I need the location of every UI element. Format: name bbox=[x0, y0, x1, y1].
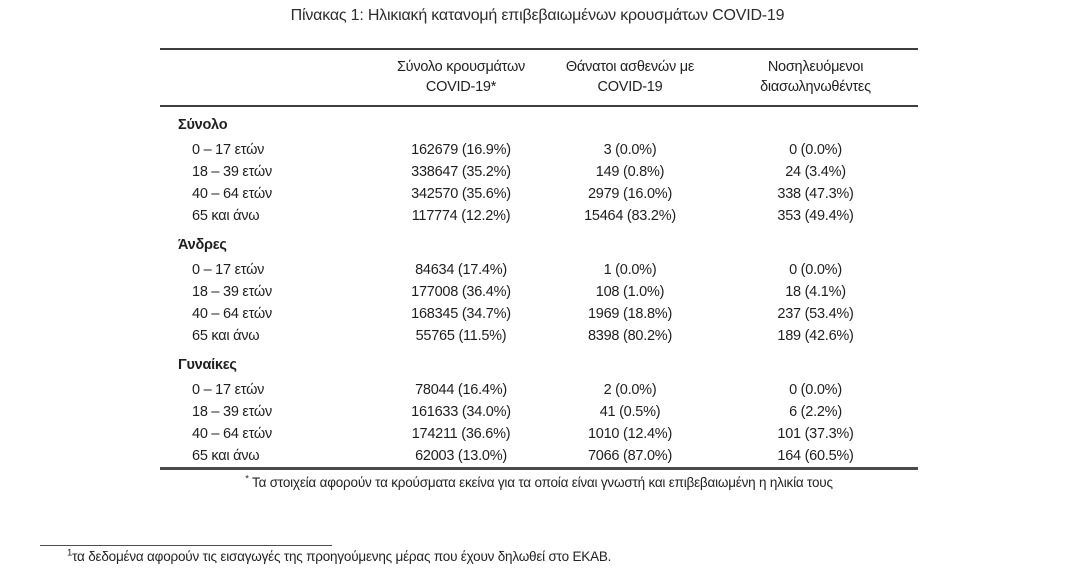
table-row: 65 και άνω 117774 (12.2%) 15464 (83.2%) … bbox=[160, 205, 918, 227]
table-header-row: Σύνολο κρουσμάτων COVID-19* Θάνατοι ασθε… bbox=[160, 50, 918, 107]
deaths-cell: 2979 (16.0%) bbox=[587, 186, 673, 202]
table-row: 40 – 64 ετών 168345 (34.7%) 1969 (18.8%)… bbox=[160, 303, 918, 325]
page-footnote-marker: 1 bbox=[67, 547, 73, 559]
deaths-cell: 1 (0.0%) bbox=[603, 262, 657, 278]
section-row-men: Άνδρες bbox=[160, 227, 918, 259]
header-total-cases-line1: Σύνολο κρουσμάτων bbox=[396, 59, 526, 75]
cases-cell: 177008 (36.4%) bbox=[411, 284, 511, 300]
page-footnote-body: τα δεδομένα αφορούν τις εισαγωγές της πρ… bbox=[72, 549, 612, 564]
intubated-cell: 6 (2.2%) bbox=[789, 404, 842, 420]
table-row: 40 – 64 ετών 342570 (35.6%) 2979 (16.0%)… bbox=[160, 183, 918, 205]
page-footnote: 1τα δεδομένα αφορούν τις εισαγωγές της π… bbox=[40, 545, 611, 564]
header-intubated-line2: διασωληνωθέντες bbox=[760, 79, 871, 95]
cases-cell: 342570 (35.6%) bbox=[411, 186, 511, 202]
intubated-cell: 353 (49.4%) bbox=[777, 208, 854, 224]
deaths-cell: 108 (1.0%) bbox=[595, 284, 665, 300]
age-group-label: 40 – 64 ετών bbox=[192, 186, 272, 202]
cases-cell: 84634 (17.4%) bbox=[415, 262, 507, 278]
intubated-cell: 18 (4.1%) bbox=[785, 284, 846, 300]
intubated-cell: 101 (37.3%) bbox=[777, 426, 854, 442]
deaths-cell: 1969 (18.8%) bbox=[587, 306, 673, 322]
intubated-cell: 338 (47.3%) bbox=[777, 186, 854, 202]
cases-cell: 55765 (11.5%) bbox=[415, 328, 507, 344]
cases-cell: 338647 (35.2%) bbox=[411, 164, 511, 180]
age-group-label: 18 – 39 ετών bbox=[192, 164, 272, 180]
cases-cell: 62003 (13.0%) bbox=[415, 448, 507, 464]
intubated-cell: 0 (0.0%) bbox=[789, 382, 842, 398]
table-row: 18 – 39 ετών 338647 (35.2%) 149 (0.8%) 2… bbox=[160, 161, 918, 183]
table-row: 0 – 17 ετών 78044 (16.4%) 2 (0.0%) 0 (0.… bbox=[160, 379, 918, 401]
table-row: 40 – 64 ετών 174211 (36.6%) 1010 (12.4%)… bbox=[160, 423, 918, 445]
intubated-cell: 164 (60.5%) bbox=[777, 448, 854, 464]
section-row-women: Γυναίκες bbox=[160, 347, 918, 379]
table-footnote: * Τα στοιχεία αφορούν τα κρούσματα εκείν… bbox=[160, 473, 918, 490]
table-row: 18 – 39 ετών 177008 (36.4%) 108 (1.0%) 1… bbox=[160, 281, 918, 303]
cases-cell: 161633 (34.0%) bbox=[411, 404, 511, 420]
age-group-label: 18 – 39 ετών bbox=[192, 404, 272, 420]
table-row: 65 και άνω 62003 (13.0%) 7066 (87.0%) 16… bbox=[160, 445, 918, 467]
intubated-cell: 189 (42.6%) bbox=[777, 328, 854, 344]
age-group-label: 40 – 64 ετών bbox=[192, 306, 272, 322]
header-deaths-line2: COVID-19 bbox=[597, 79, 663, 95]
deaths-cell: 7066 (87.0%) bbox=[587, 448, 673, 464]
age-group-label: 40 – 64 ετών bbox=[192, 426, 272, 442]
covid-age-table-wrap: Σύνολο κρουσμάτων COVID-19* Θάνατοι ασθε… bbox=[160, 48, 918, 490]
cases-cell: 78044 (16.4%) bbox=[415, 382, 507, 398]
header-spacer bbox=[160, 57, 375, 97]
section-row-total: Σύνολο bbox=[160, 107, 918, 139]
deaths-cell: 41 (0.5%) bbox=[599, 404, 661, 420]
table-row: 0 – 17 ετών 84634 (17.4%) 1 (0.0%) 0 (0.… bbox=[160, 259, 918, 281]
age-group-label: 0 – 17 ετών bbox=[192, 382, 265, 398]
deaths-cell: 3 (0.0%) bbox=[603, 142, 657, 158]
table-footnote-marker: * bbox=[245, 473, 249, 485]
intubated-cell: 0 (0.0%) bbox=[789, 142, 842, 158]
section-label-men: Άνδρες bbox=[178, 237, 227, 253]
cases-cell: 168345 (34.7%) bbox=[411, 306, 511, 322]
age-group-label: 0 – 17 ετών bbox=[192, 142, 265, 158]
table-row: 65 και άνω 55765 (11.5%) 8398 (80.2%) 18… bbox=[160, 325, 918, 347]
age-group-label: 65 και άνω bbox=[192, 208, 260, 224]
page-footnote-text: 1τα δεδομένα αφορούν τις εισαγωγές της π… bbox=[40, 547, 612, 564]
age-group-label: 65 και άνω bbox=[192, 448, 260, 464]
intubated-cell: 237 (53.4%) bbox=[777, 306, 854, 322]
deaths-cell: 8398 (80.2%) bbox=[587, 328, 673, 344]
cases-cell: 162679 (16.9%) bbox=[411, 142, 511, 158]
deaths-cell: 15464 (83.2%) bbox=[584, 208, 676, 224]
header-total-cases-line2: COVID-19* bbox=[425, 79, 497, 95]
deaths-cell: 1010 (12.4%) bbox=[587, 426, 673, 442]
header-deaths-line1: Θάνατοι ασθενών με bbox=[565, 59, 695, 75]
cases-cell: 174211 (36.6%) bbox=[411, 426, 511, 442]
table-row: 18 – 39 ετών 161633 (34.0%) 41 (0.5%) 6 … bbox=[160, 401, 918, 423]
covid-age-table: Σύνολο κρουσμάτων COVID-19* Θάνατοι ασθε… bbox=[160, 48, 918, 470]
age-group-label: 65 και άνω bbox=[192, 328, 260, 344]
deaths-cell: 2 (0.0%) bbox=[603, 382, 657, 398]
header-intubated-line1: Νοσηλευόμενοι bbox=[767, 59, 864, 75]
footnote-divider bbox=[40, 545, 332, 546]
header-intubated: Νοσηλευόμενοι διασωληνωθέντες bbox=[713, 57, 918, 97]
table-footnote-text: Τα στοιχεία αφορούν τα κρούσματα εκείνα … bbox=[252, 475, 833, 490]
header-total-cases: Σύνολο κρουσμάτων COVID-19* bbox=[375, 57, 547, 97]
page-title: Πίνακας 1: Ηλικιακή κατανομή επιβεβαιωμέ… bbox=[290, 7, 785, 24]
deaths-cell: 149 (0.8%) bbox=[595, 164, 665, 180]
section-label-women: Γυναίκες bbox=[178, 357, 237, 373]
section-label-total: Σύνολο bbox=[178, 117, 228, 133]
intubated-cell: 24 (3.4%) bbox=[785, 164, 846, 180]
table-row: 0 – 17 ετών 162679 (16.9%) 3 (0.0%) 0 (0… bbox=[160, 139, 918, 161]
age-group-label: 0 – 17 ετών bbox=[192, 262, 265, 278]
cases-cell: 117774 (12.2%) bbox=[411, 208, 511, 224]
header-deaths: Θάνατοι ασθενών με COVID-19 bbox=[547, 57, 713, 97]
intubated-cell: 0 (0.0%) bbox=[789, 262, 842, 278]
age-group-label: 18 – 39 ετών bbox=[192, 284, 272, 300]
